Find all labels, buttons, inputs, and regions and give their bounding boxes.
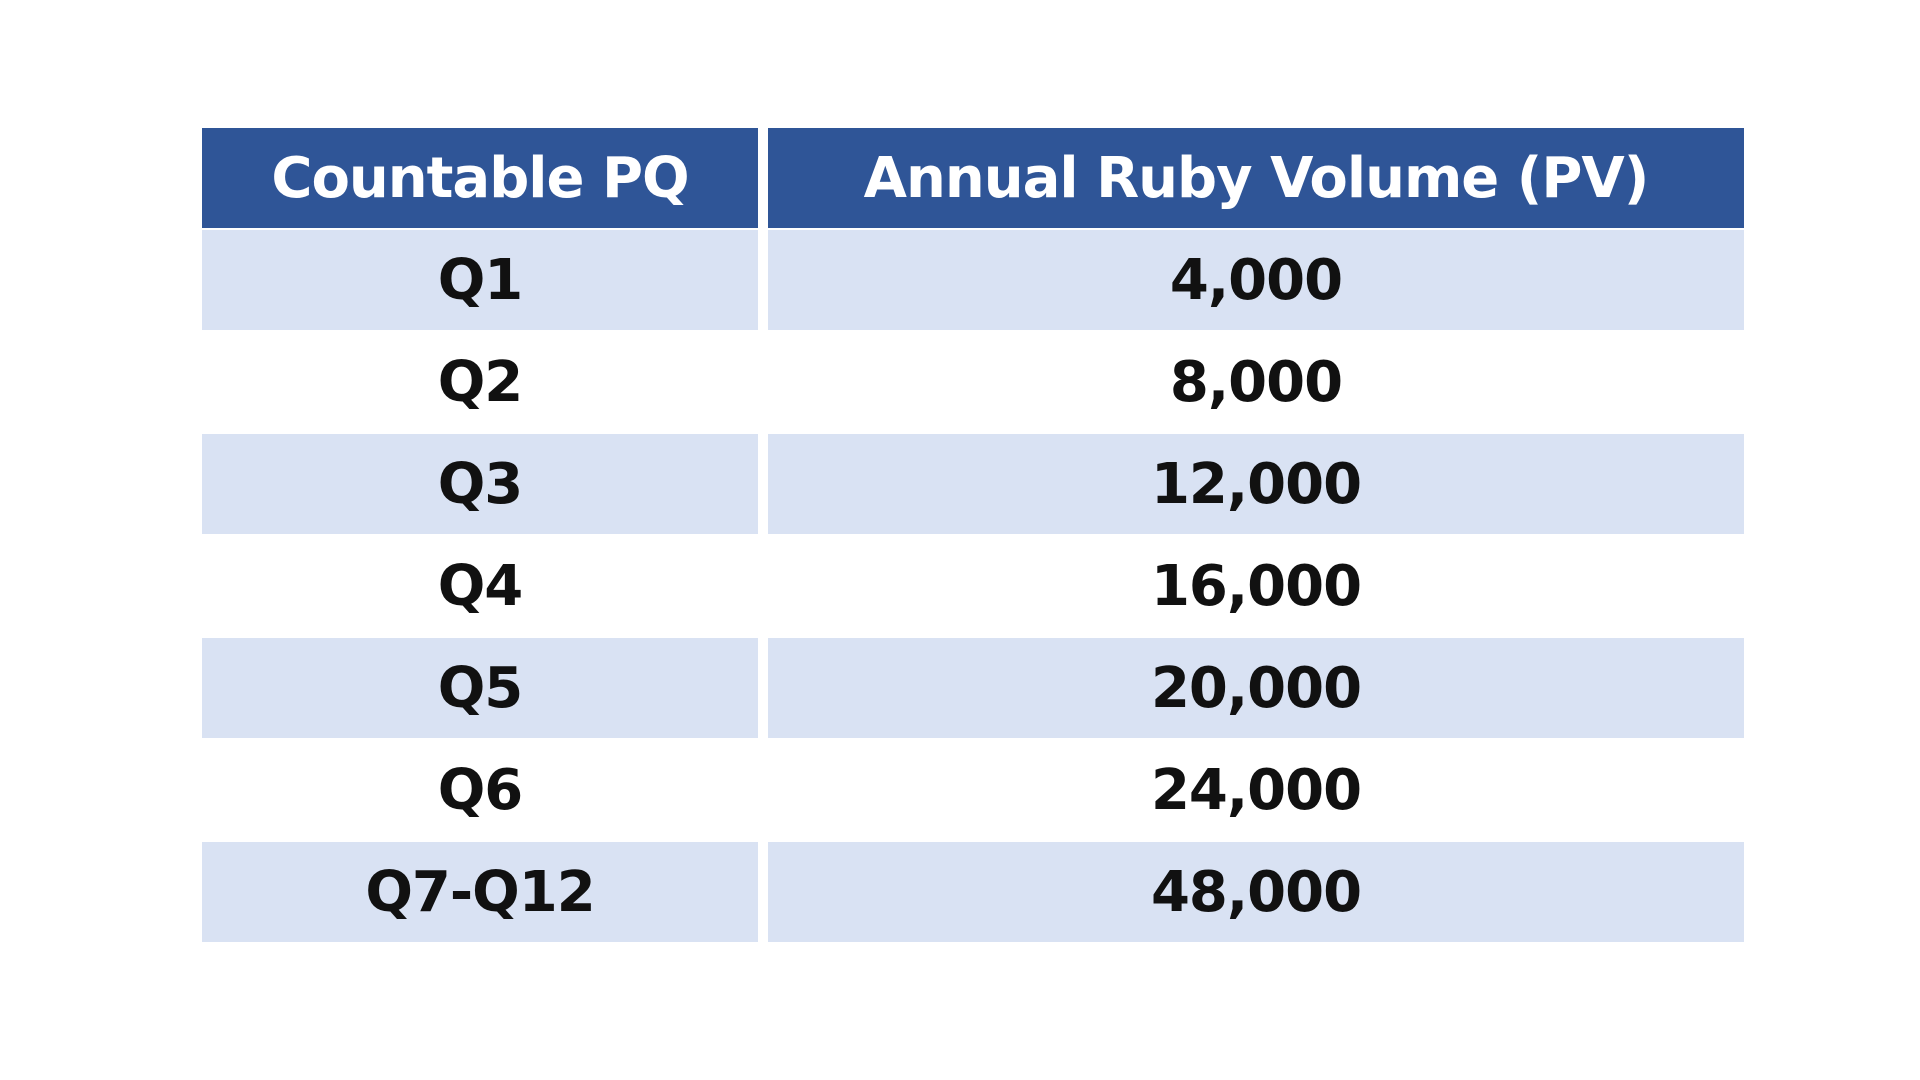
pv-cell: 16,000 (768, 536, 1744, 636)
pv-cell: 20,000 (768, 638, 1744, 738)
pv-cell: 8,000 (768, 332, 1744, 432)
table-row: Q1 4,000 (202, 230, 1744, 330)
pq-cell: Q3 (202, 434, 758, 534)
table-row: Q5 20,000 (202, 638, 1744, 738)
table-row: Q6 24,000 (202, 740, 1744, 840)
pv-cell: 4,000 (768, 230, 1744, 330)
pv-table: Countable PQ Annual Ruby Volume (PV) Q1 … (192, 126, 1754, 944)
pq-cell: Q5 (202, 638, 758, 738)
table-row: Q3 12,000 (202, 434, 1744, 534)
table-row: Q2 8,000 (202, 332, 1744, 432)
header-countable-pq: Countable PQ (202, 128, 758, 228)
pq-cell: Q6 (202, 740, 758, 840)
pq-cell: Q1 (202, 230, 758, 330)
pq-cell: Q4 (202, 536, 758, 636)
pq-cell: Q7-Q12 (202, 842, 758, 942)
pv-cell: 12,000 (768, 434, 1744, 534)
table-row: Q7-Q12 48,000 (202, 842, 1744, 942)
pv-cell: 48,000 (768, 842, 1744, 942)
table-header-row: Countable PQ Annual Ruby Volume (PV) (202, 128, 1744, 228)
pq-cell: Q2 (202, 332, 758, 432)
header-annual-ruby-volume: Annual Ruby Volume (PV) (768, 128, 1744, 228)
pv-table-container: Countable PQ Annual Ruby Volume (PV) Q1 … (202, 128, 1744, 944)
table-row: Q4 16,000 (202, 536, 1744, 636)
pv-cell: 24,000 (768, 740, 1744, 840)
